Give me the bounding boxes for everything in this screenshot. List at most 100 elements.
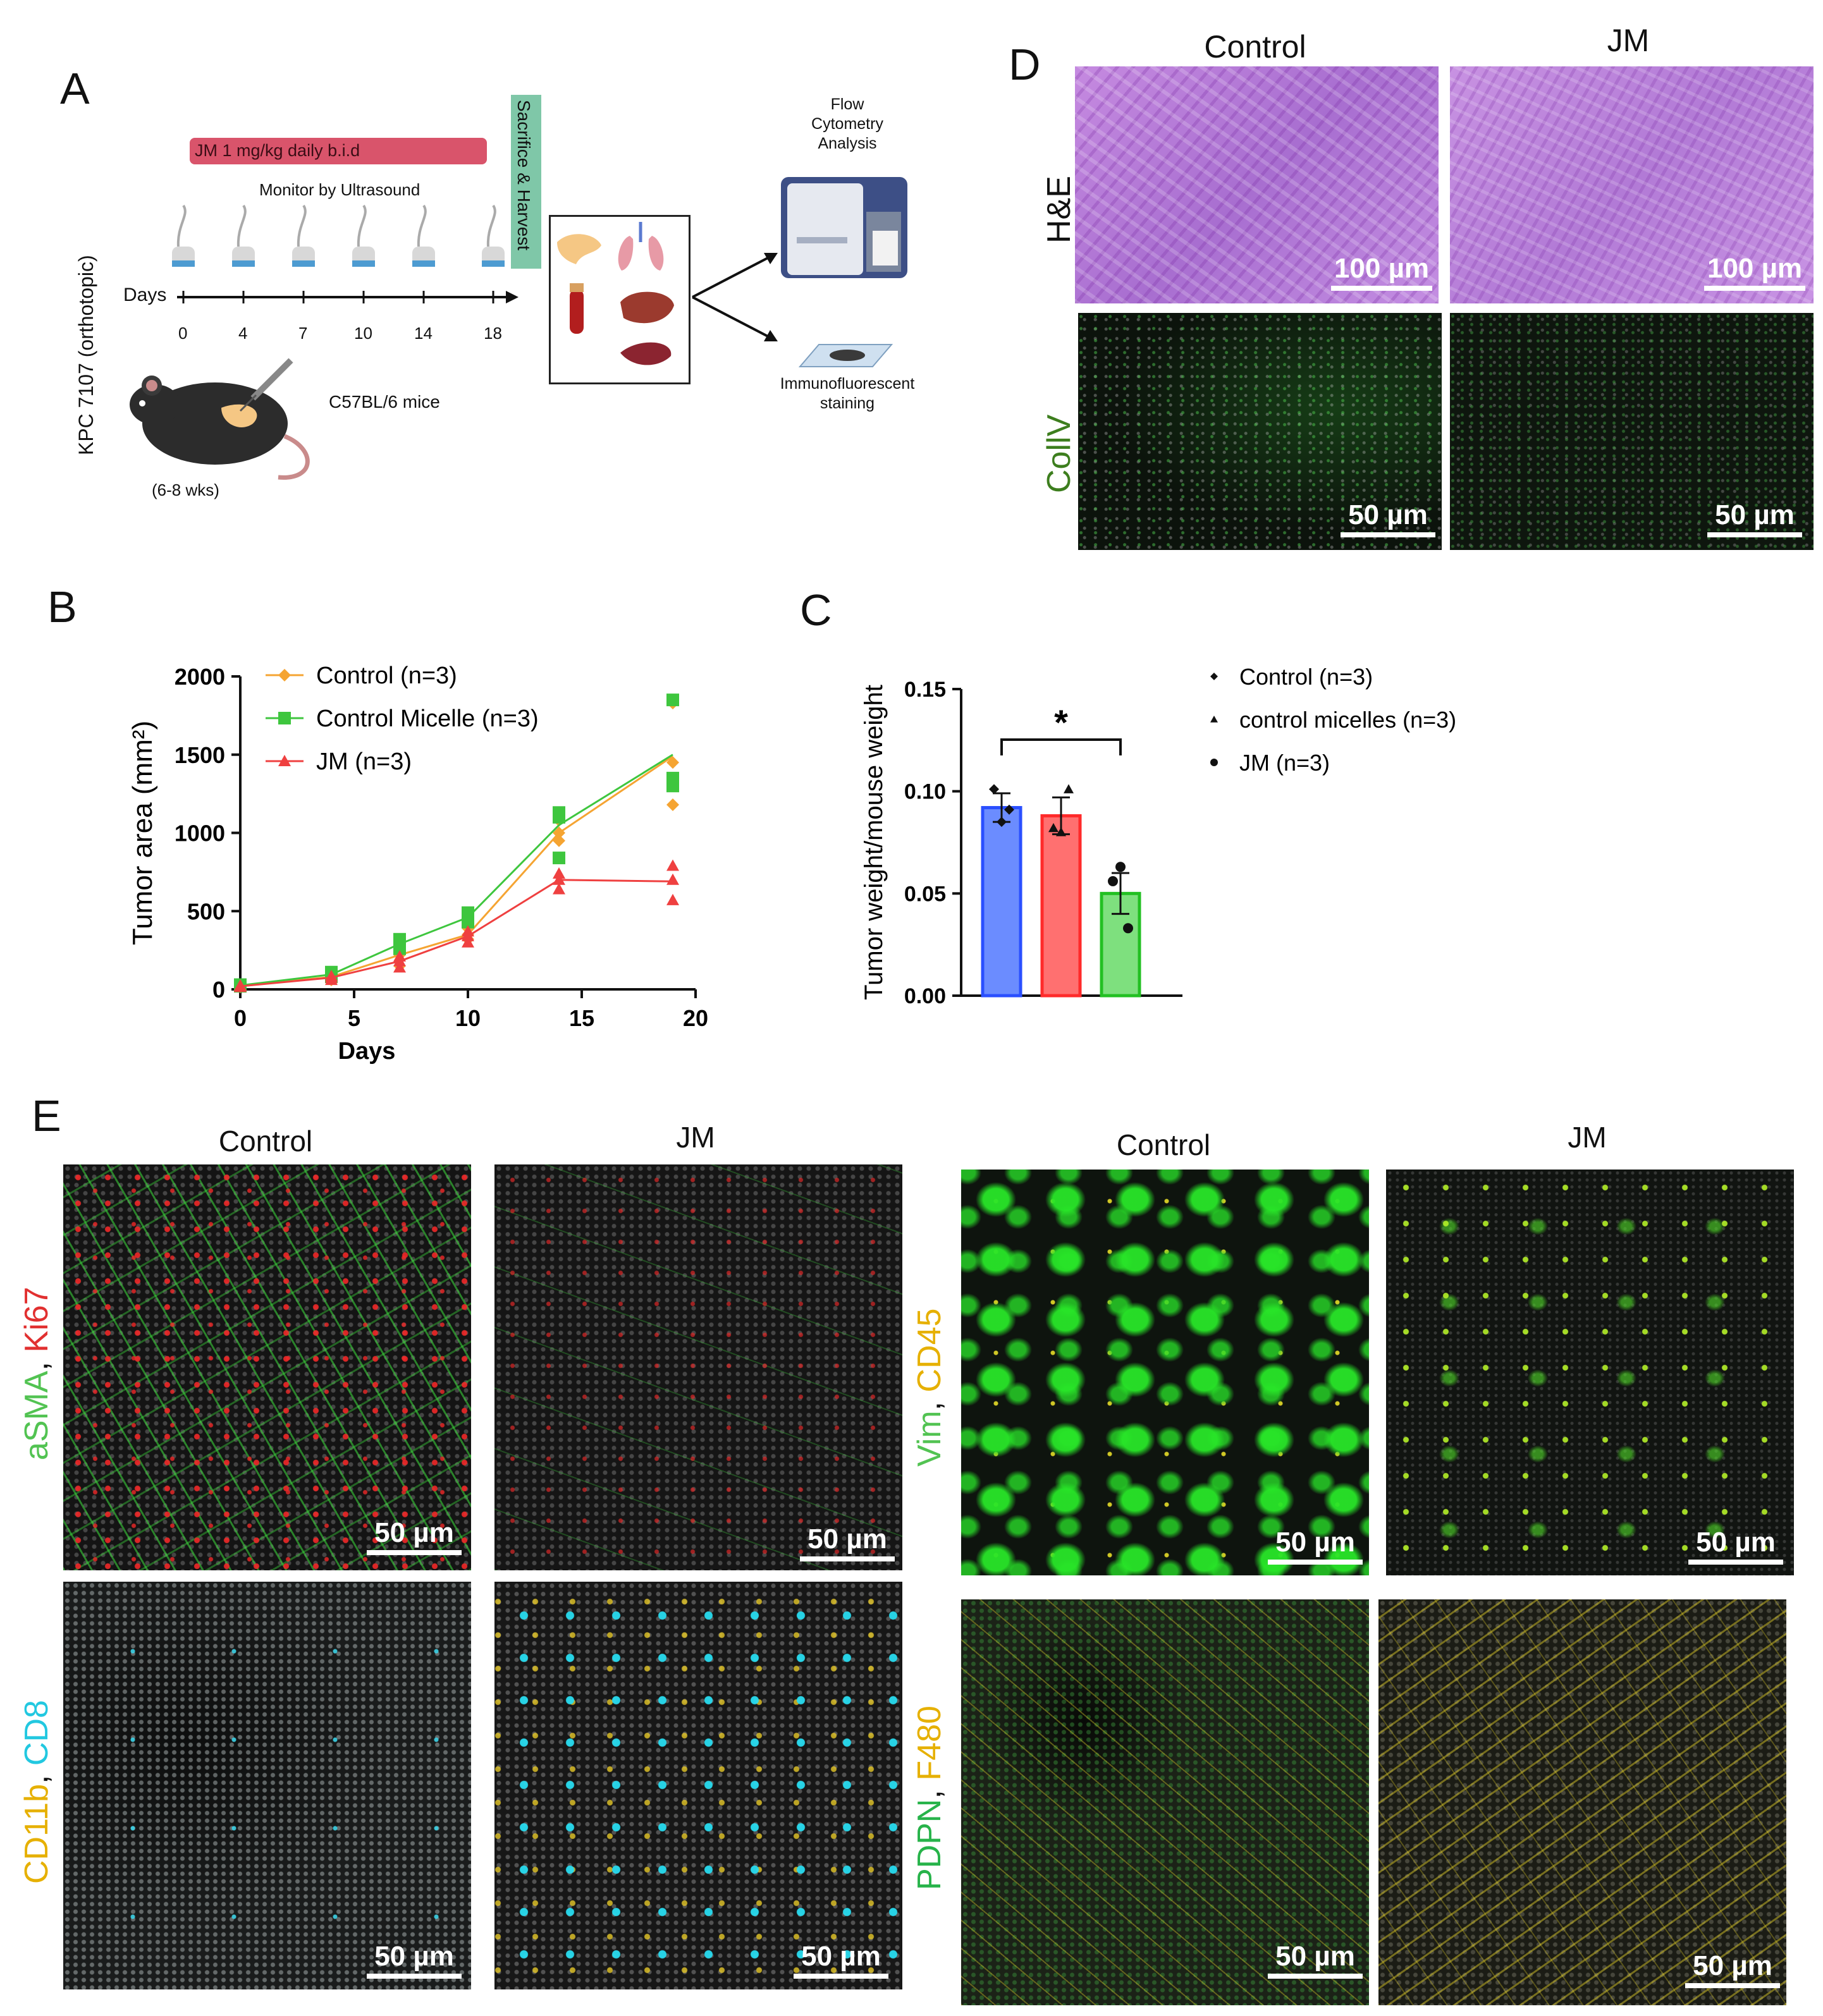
panel-letter-b: B <box>47 582 77 632</box>
data-point <box>666 859 679 871</box>
scale-bar: 50 µm <box>367 1517 462 1555</box>
y-axis-label: Tumor weight/mouse weight <box>860 685 888 1000</box>
data-point <box>553 834 565 847</box>
age-label: (6-8 wks) <box>152 480 219 499</box>
y-axis-label: Tumor area (mm²) <box>127 721 158 945</box>
data-point <box>1004 804 1014 815</box>
day-tick: 10 <box>354 324 372 343</box>
he-image-control <box>1075 66 1439 303</box>
data-point <box>393 932 406 946</box>
scale-label: 50 µm <box>1348 499 1428 530</box>
row-label-asma-ki67: aSMA, Ki67 <box>18 1286 56 1460</box>
ultrasound-probes <box>172 204 505 267</box>
significance-star: * <box>1054 702 1068 742</box>
column-header: JM <box>676 1121 715 1154</box>
scale-bar: 50 µm <box>1707 499 1802 537</box>
panel-letter-c: C <box>800 585 832 635</box>
day-tick: 18 <box>484 324 502 343</box>
scale-bar: 50 µm <box>1268 1941 1363 1979</box>
data-point <box>553 883 565 895</box>
cd11b-cd8-image-jm <box>494 1582 902 1989</box>
panel-letter-d: D <box>1009 40 1041 89</box>
scale-label: 50 µm <box>1693 1950 1772 1981</box>
marker-sep: , <box>911 1780 948 1799</box>
y-tick-label: 2000 <box>175 664 225 690</box>
scale-label: 50 µm <box>801 1941 881 1972</box>
data-point <box>462 925 474 937</box>
data-point <box>989 784 999 795</box>
pdpn-f480-image-control <box>961 1599 1369 2005</box>
day-tick: 14 <box>414 324 433 343</box>
legend-label: Control Micelle (n=3) <box>316 706 539 732</box>
scale-bar: 50 µm <box>794 1941 888 1979</box>
column-header: Control <box>1204 29 1306 64</box>
mouse-strain-label: C57BL/6 mice <box>329 392 440 412</box>
y-tick-label: 0.05 <box>904 882 946 906</box>
days-axis-label: Days <box>123 284 167 305</box>
split-arrows <box>692 253 778 341</box>
flow-label-line: Analysis <box>818 135 877 152</box>
data-point <box>553 826 565 840</box>
flow-cytometer-icon <box>781 177 907 278</box>
he-image-jm <box>1450 66 1814 303</box>
legend-marker <box>278 669 291 681</box>
if-label: Immunofluorescent staining <box>746 374 948 413</box>
scale-label: 50 µm <box>1696 1527 1776 1558</box>
tumor-weight-chart: 0.00 0.05 0.10 0.15 Tumor weight/mouse weigh… <box>860 664 1456 1008</box>
marker-name: CD11b <box>18 1783 55 1884</box>
treatment-label: JM 1 mg/kg daily b.i.d <box>195 141 360 160</box>
legend-label: Control (n=3) <box>1239 664 1373 690</box>
row-label-he: H&E <box>1041 176 1077 243</box>
data-point <box>666 798 679 811</box>
timeline <box>172 204 519 303</box>
data-point <box>393 950 406 962</box>
day-tick: 4 <box>238 324 248 343</box>
marker-name: aSMA <box>18 1371 55 1460</box>
x-axis-label: Days <box>338 1038 396 1065</box>
data-point <box>1048 822 1059 833</box>
treatment-bar: JM 1 mg/kg daily b.i.d <box>190 138 487 164</box>
series-line <box>240 754 673 987</box>
data-point <box>1108 876 1118 886</box>
scale-bar: 50 µm <box>1341 499 1435 537</box>
scale-label: 50 µm <box>807 1524 887 1555</box>
scale-label: 50 µm <box>374 1517 454 1548</box>
asma-ki67-image-control <box>63 1164 471 1570</box>
marker-name: CD8 <box>18 1700 55 1766</box>
x-tick-label: 5 <box>348 1005 360 1031</box>
organ-box <box>549 215 691 384</box>
panel-letter-e: E <box>32 1091 61 1140</box>
marker-name: CD45 <box>911 1308 948 1393</box>
column-header: JM <box>1568 1121 1607 1154</box>
scale-bar: 50 µm <box>367 1941 462 1979</box>
harvest-bar: Sacrifice & Harvest <box>511 95 541 269</box>
data-point <box>1064 784 1074 793</box>
x-tick-label: 0 <box>234 1005 247 1031</box>
pdpn-f480-image-jm <box>1378 1599 1786 2005</box>
column-header: Control <box>1116 1128 1211 1161</box>
day-tick: 0 <box>178 324 188 343</box>
marker-sep: , <box>18 1766 55 1784</box>
column-header: Control <box>218 1125 313 1158</box>
monitor-label: Monitor by Ultrasound <box>259 180 420 199</box>
x-tick-label: 20 <box>683 1005 708 1031</box>
bar <box>981 806 1022 998</box>
data-point <box>553 806 565 819</box>
legend-marker <box>1210 716 1218 723</box>
data-point <box>1056 827 1066 836</box>
coll-image-control <box>1078 313 1442 550</box>
legend-marker <box>278 712 291 724</box>
y-tick-label: 500 <box>187 898 225 924</box>
significance-bracket <box>1000 738 1122 755</box>
marker-name: PDPN <box>911 1799 948 1890</box>
column-header: JM <box>1607 23 1650 58</box>
data-point <box>462 906 474 919</box>
slide-icon <box>798 344 893 367</box>
scale-bar: 50 µm <box>800 1524 895 1561</box>
harvest-label: Sacrifice & Harvest <box>514 100 534 251</box>
scale-bar: 50 µm <box>1685 1950 1780 1988</box>
data-point <box>666 756 679 769</box>
flow-label-line: Flow <box>830 95 864 113</box>
cd11b-cd8-image-control <box>63 1582 471 1989</box>
series-line <box>240 879 673 987</box>
